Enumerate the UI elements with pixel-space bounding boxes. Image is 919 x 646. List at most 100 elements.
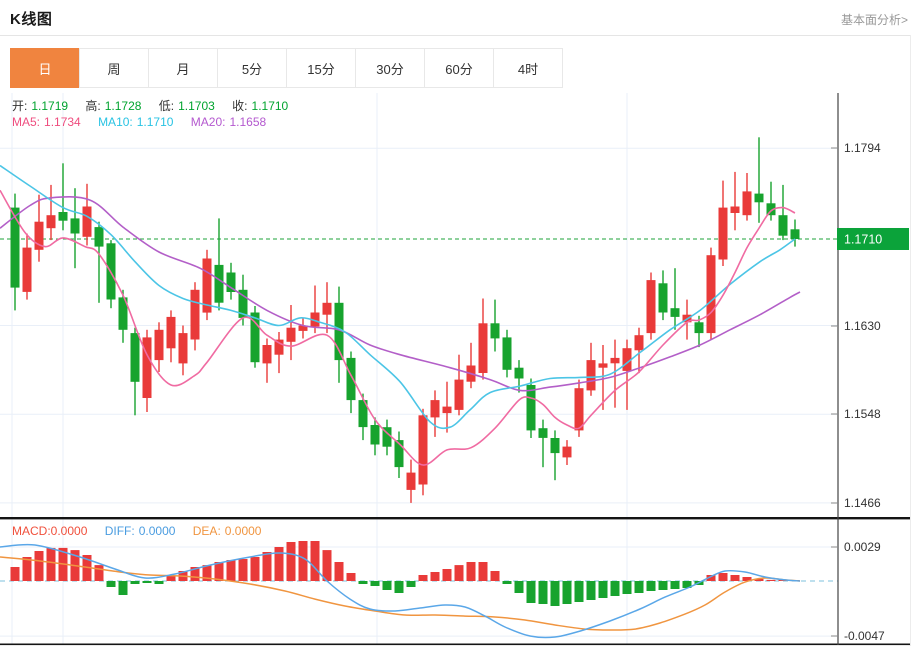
tab-5min[interactable]: 5分 <box>217 48 287 88</box>
macd-hist-bar <box>682 581 692 588</box>
macd-hist-bar <box>346 573 356 581</box>
macd-hist-bar <box>190 567 200 581</box>
tab-weekly[interactable]: 周 <box>79 48 149 88</box>
candle-body <box>334 302 344 361</box>
close-value: 1.1710 <box>251 99 289 113</box>
candle-body <box>10 207 20 288</box>
candle-body <box>142 337 152 398</box>
candle-body <box>358 400 368 428</box>
ma10-value: 1.1710 <box>136 115 174 129</box>
macd-hist-bar <box>610 581 620 596</box>
candle-body <box>190 289 200 340</box>
macd-hist-bar <box>766 579 776 581</box>
macd-hist-bar <box>670 581 680 589</box>
macd-hist-bar <box>574 581 584 602</box>
candle-body <box>46 215 56 229</box>
open-label: 开: <box>12 99 28 113</box>
macd-hist-bar <box>358 581 368 584</box>
candle-body <box>346 357 356 401</box>
macd-hist-bar <box>526 581 536 603</box>
candle-body <box>382 427 392 447</box>
dea-value: 0.0000 <box>224 524 262 538</box>
macd-hist-bar <box>250 557 260 581</box>
macd-hist-bar <box>634 581 644 593</box>
candle-body <box>286 327 296 342</box>
candle-body <box>262 345 272 364</box>
tab-daily[interactable]: 日 <box>10 48 80 88</box>
macd-hist-bar <box>22 557 32 581</box>
candle-body <box>70 218 80 234</box>
diff-label: DIFF: <box>104 524 135 538</box>
macd-hist-bar <box>34 551 44 581</box>
macd-hist-bar <box>334 562 344 581</box>
candle-body <box>622 348 632 371</box>
high-value: 1.1728 <box>104 99 142 113</box>
macd-hist-bar <box>586 581 596 600</box>
macd-axis-label: 0.0029 <box>844 540 881 554</box>
candle-body <box>214 264 224 303</box>
candle-body <box>166 316 176 349</box>
macd-hist-bar <box>490 571 500 581</box>
candle-body <box>538 428 548 438</box>
candle-body <box>598 363 608 368</box>
macd-hist-bar <box>514 581 524 593</box>
macd-hist-bar <box>406 581 416 587</box>
tab-30min[interactable]: 30分 <box>355 48 425 88</box>
candle-body <box>490 323 500 339</box>
ma-legend: MA5: 1.1734 MA10: 1.1710 MA20: 1.1658 <box>12 115 280 129</box>
macd-hist-bar <box>478 562 488 581</box>
macd-hist-bar <box>226 560 236 581</box>
macd-hist-bar <box>754 579 764 581</box>
fundamental-analysis-link[interactable]: 基本面分析> <box>840 13 908 27</box>
tab-15min[interactable]: 15分 <box>286 48 356 88</box>
price-axis-label: 1.1548 <box>844 407 881 421</box>
tab-4hour[interactable]: 4时 <box>493 48 563 88</box>
macd-hist-bar <box>238 559 248 581</box>
diff-line <box>0 543 801 639</box>
candle-body <box>130 333 140 382</box>
tab-monthly[interactable]: 月 <box>148 48 218 88</box>
candle-body <box>634 335 644 351</box>
tab-60min[interactable]: 60分 <box>424 48 494 88</box>
ma10-label: MA10: <box>98 115 133 129</box>
ma5-line <box>0 189 796 466</box>
candle-body <box>82 206 92 237</box>
candle-body <box>250 312 260 363</box>
candle-body <box>610 357 620 364</box>
candle-body <box>406 472 416 490</box>
macd-hist-bar <box>706 575 716 581</box>
macd-hist-bar <box>646 581 656 591</box>
macd-hist-bar <box>262 552 272 581</box>
panel-right-border <box>910 35 911 646</box>
ohlc-legend: 开: 1.1719 高: 1.1728 低: 1.1703 收: 1.1710 <box>12 97 292 114</box>
candle-body <box>574 388 584 431</box>
macd-hist-bar <box>538 581 548 604</box>
ma10-line <box>0 164 796 430</box>
current-price-badge-label: 1.1710 <box>844 232 882 246</box>
candle-body <box>442 406 452 414</box>
candle-body <box>706 255 716 334</box>
period-tabbar: 日周月 5分 15分 30分 60分 4时 <box>10 48 563 88</box>
macd-hist-bar <box>286 542 296 581</box>
macd-label: MACD: <box>12 524 51 538</box>
ma5-label: MA5: <box>12 115 41 129</box>
macd-value: 0.0000 <box>50 524 88 538</box>
candle-body <box>238 289 248 318</box>
candle-body <box>526 385 536 431</box>
low-value: 1.1703 <box>178 99 215 113</box>
header-divider <box>0 35 910 36</box>
candle-body <box>718 207 728 260</box>
macd-hist-bar <box>214 562 224 581</box>
candle-body <box>394 440 404 468</box>
candle-body <box>478 323 488 373</box>
candle-body <box>766 203 776 216</box>
candle-body <box>790 229 800 239</box>
candle-body <box>742 191 752 216</box>
macd-hist-bar <box>142 581 152 583</box>
macd-hist-bar <box>310 541 320 581</box>
macd-hist-bar <box>46 547 56 581</box>
candle-body <box>298 325 308 331</box>
candle-body <box>202 258 212 313</box>
